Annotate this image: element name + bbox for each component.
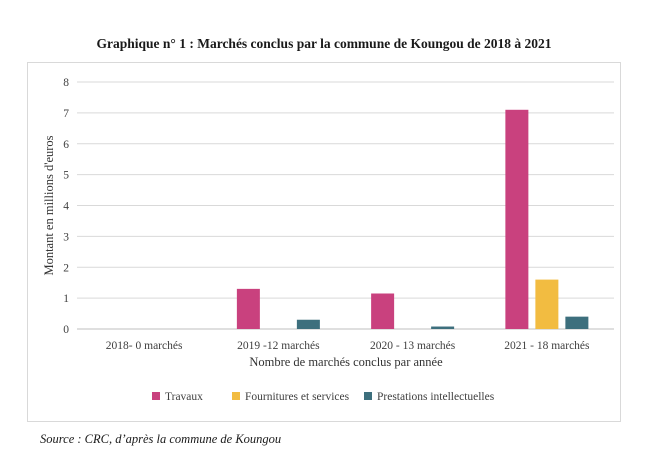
y-tick-label: 5 [63, 170, 69, 182]
bar [535, 279, 559, 329]
y-tick-label: 4 [63, 201, 69, 213]
y-tick-label: 0 [63, 324, 69, 336]
bar [431, 326, 455, 329]
chart-title: Graphique n° 1 : Marchés conclus par la … [96, 36, 552, 51]
source-note: Source : CRC, d’après la commune de Koun… [40, 432, 282, 446]
y-tick-label: 2 [63, 262, 69, 274]
chart-frame [27, 62, 621, 422]
bar [236, 288, 260, 329]
legend-label: Travaux [165, 391, 203, 403]
legend-label: Prestations intellectuelles [377, 391, 495, 403]
legend-swatch [152, 392, 160, 400]
y-tick-label: 7 [63, 108, 69, 120]
x-tick-label: 2021 - 18 marchés [504, 340, 590, 352]
bar [296, 319, 320, 329]
x-tick-label: 2020 - 13 marchés [370, 340, 456, 352]
y-tick-label: 3 [63, 231, 69, 243]
legend-swatch [364, 392, 372, 400]
x-tick-label: 2019 -12 marchés [237, 340, 320, 352]
y-tick-label: 6 [63, 139, 69, 151]
y-tick-label: 8 [63, 77, 69, 89]
bar [565, 316, 589, 329]
y-tick-label: 1 [63, 293, 69, 305]
bar [371, 293, 395, 329]
legend-label: Fournitures et services [245, 391, 350, 403]
bar [505, 109, 529, 329]
x-tick-label: 2018- 0 marchés [106, 340, 183, 352]
y-axis-label: Montant en millions d'euros [42, 135, 56, 275]
x-axis-label: Nombre de marchés conclus par année [249, 355, 443, 369]
legend-swatch [232, 392, 240, 400]
